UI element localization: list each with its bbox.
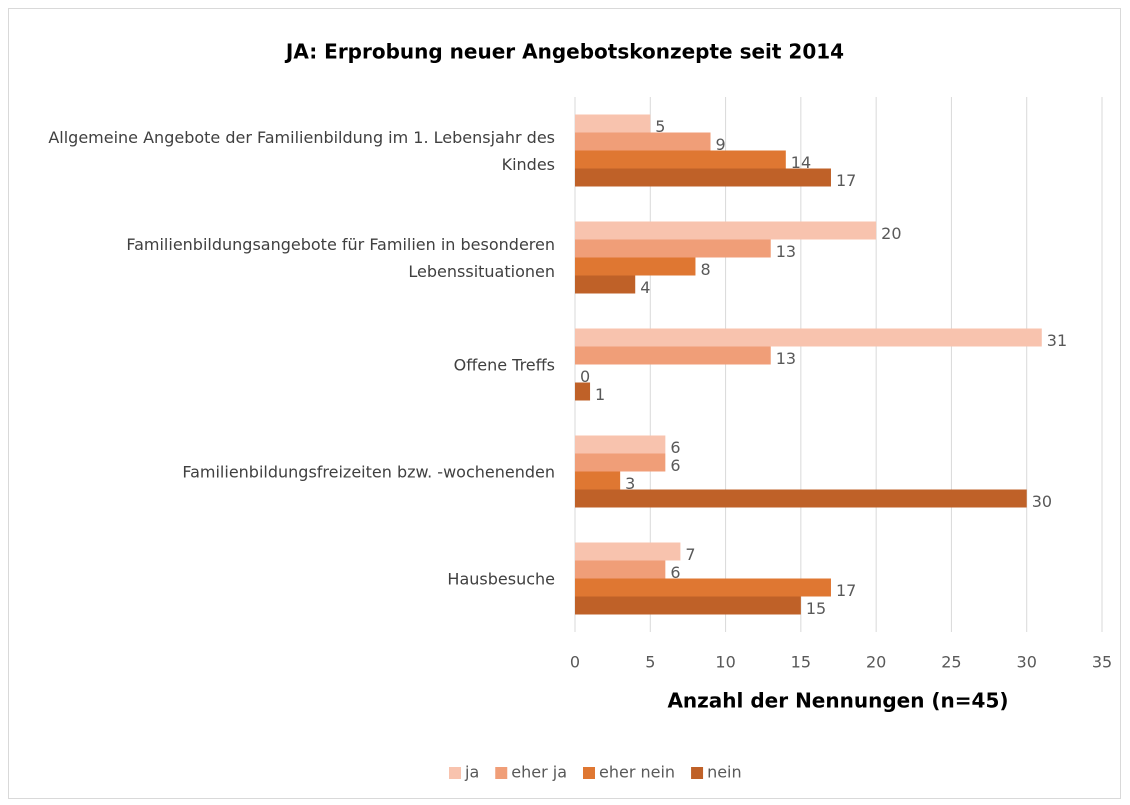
value-label: 17 xyxy=(836,581,856,600)
bar xyxy=(575,489,1027,508)
value-label: 6 xyxy=(670,456,680,475)
bar xyxy=(575,114,651,133)
bar xyxy=(575,239,771,258)
value-label: 0 xyxy=(580,367,590,386)
y-tick-label: Familienbildungsangebote für Familien in… xyxy=(126,234,555,281)
value-label: 30 xyxy=(1032,492,1052,511)
bar xyxy=(575,275,636,294)
legend-swatch xyxy=(495,767,508,779)
value-label: 15 xyxy=(806,599,826,618)
x-axis-title: Anzahl der Nennungen (n=45) xyxy=(667,689,1008,713)
bar xyxy=(575,382,591,401)
value-label: 17 xyxy=(836,171,856,190)
x-tick-label: 0 xyxy=(570,653,580,672)
bar xyxy=(575,346,771,365)
legend-swatch xyxy=(583,767,595,779)
legend-swatch xyxy=(449,767,461,779)
chart-border xyxy=(8,8,1121,799)
value-label: 13 xyxy=(776,349,796,368)
value-label: 5 xyxy=(655,117,665,136)
value-label: 3 xyxy=(625,474,635,493)
bar xyxy=(575,596,801,615)
bar xyxy=(575,168,831,187)
x-tick-label: 30 xyxy=(1017,653,1037,672)
value-label: 6 xyxy=(670,563,680,582)
value-label: 14 xyxy=(791,153,811,172)
value-label: 31 xyxy=(1047,331,1067,350)
bar xyxy=(575,453,666,472)
legend-label: nein xyxy=(707,763,742,782)
value-label: 6 xyxy=(670,438,680,457)
legend-label: eher nein xyxy=(599,763,675,782)
legend-label: eher ja xyxy=(511,763,567,782)
x-tick-label: 25 xyxy=(941,653,961,672)
value-label: 1 xyxy=(595,385,605,404)
y-tick-label: Offene Treffs xyxy=(453,355,555,374)
bar xyxy=(575,132,711,151)
y-tick-label: Hausbesuche xyxy=(447,569,555,588)
value-label: 13 xyxy=(776,242,796,261)
bar xyxy=(575,257,696,276)
bar xyxy=(575,471,621,490)
bar xyxy=(575,328,1042,347)
value-label: 9 xyxy=(716,135,726,154)
y-tick-label: Familienbildungsfreizeiten bzw. -wochene… xyxy=(182,462,555,481)
value-label: 4 xyxy=(640,278,650,297)
x-tick-label: 5 xyxy=(645,653,655,672)
value-label: 7 xyxy=(685,545,695,564)
x-tick-label: 10 xyxy=(715,653,735,672)
x-tick-label: 20 xyxy=(866,653,886,672)
x-tick-label: 15 xyxy=(791,653,811,672)
value-label: 8 xyxy=(700,260,710,279)
bar xyxy=(575,435,666,454)
bar xyxy=(575,221,877,240)
value-label: 20 xyxy=(881,224,901,243)
legend-label: ja xyxy=(464,763,479,782)
y-tick-label: Allgemeine Angebote der Familienbildung … xyxy=(48,127,555,174)
legend-swatch xyxy=(691,767,704,779)
chart-title: JA: Erprobung neuer Angebotskonzepte sei… xyxy=(284,40,844,64)
bar xyxy=(575,150,786,169)
bar xyxy=(575,560,666,579)
bar xyxy=(575,542,681,561)
bar xyxy=(575,578,831,597)
x-tick-label: 35 xyxy=(1092,653,1112,672)
